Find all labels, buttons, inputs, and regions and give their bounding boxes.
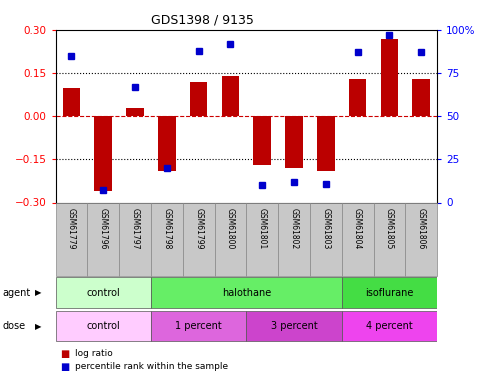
Bar [87, 202, 119, 276]
Bar [151, 311, 246, 341]
Bar [381, 39, 398, 116]
Text: GDS1398 / 9135: GDS1398 / 9135 [152, 13, 254, 26]
Text: GSM61779: GSM61779 [67, 209, 76, 250]
Bar [373, 202, 405, 276]
Bar [342, 278, 437, 308]
Text: ■: ■ [60, 349, 70, 359]
Text: GSM61801: GSM61801 [258, 209, 267, 250]
Text: GSM61796: GSM61796 [99, 209, 108, 250]
Bar [95, 116, 112, 191]
Text: control: control [86, 288, 120, 297]
Bar [349, 79, 367, 116]
Bar [56, 278, 151, 308]
Bar [310, 202, 342, 276]
Text: GSM61797: GSM61797 [130, 209, 140, 250]
Bar [158, 116, 176, 171]
Text: GSM61804: GSM61804 [353, 209, 362, 250]
Text: GSM61802: GSM61802 [289, 209, 298, 250]
Bar [214, 202, 246, 276]
Text: agent: agent [2, 288, 30, 297]
Bar [126, 108, 144, 116]
Bar [183, 202, 214, 276]
Bar [56, 311, 151, 341]
Text: isoflurane: isoflurane [365, 288, 413, 297]
Text: dose: dose [2, 321, 26, 331]
Text: GSM61800: GSM61800 [226, 209, 235, 250]
Text: ■: ■ [60, 362, 70, 372]
Text: control: control [86, 321, 120, 331]
Text: 3 percent: 3 percent [270, 321, 317, 331]
Text: log ratio: log ratio [75, 350, 113, 358]
Bar [56, 202, 87, 276]
Bar [151, 278, 342, 308]
Text: percentile rank within the sample: percentile rank within the sample [75, 362, 228, 371]
Bar [254, 116, 271, 165]
Bar [119, 202, 151, 276]
Bar [278, 202, 310, 276]
Text: ▶: ▶ [35, 288, 41, 297]
Bar [317, 116, 335, 171]
Bar [246, 202, 278, 276]
Text: GSM61806: GSM61806 [417, 209, 426, 250]
Bar [412, 79, 430, 116]
Bar [190, 82, 207, 116]
Text: GSM61805: GSM61805 [385, 209, 394, 250]
Text: ▶: ▶ [35, 322, 41, 331]
Bar [342, 311, 437, 341]
Text: GSM61798: GSM61798 [162, 209, 171, 250]
Text: GSM61803: GSM61803 [321, 209, 330, 250]
Bar [151, 202, 183, 276]
Bar [63, 87, 80, 116]
Bar [285, 116, 303, 168]
Text: 4 percent: 4 percent [366, 321, 413, 331]
Text: GSM61799: GSM61799 [194, 209, 203, 250]
Bar [342, 202, 373, 276]
Text: 1 percent: 1 percent [175, 321, 222, 331]
Bar [246, 311, 342, 341]
Bar [405, 202, 437, 276]
Bar [222, 76, 239, 116]
Text: halothane: halothane [222, 288, 271, 297]
